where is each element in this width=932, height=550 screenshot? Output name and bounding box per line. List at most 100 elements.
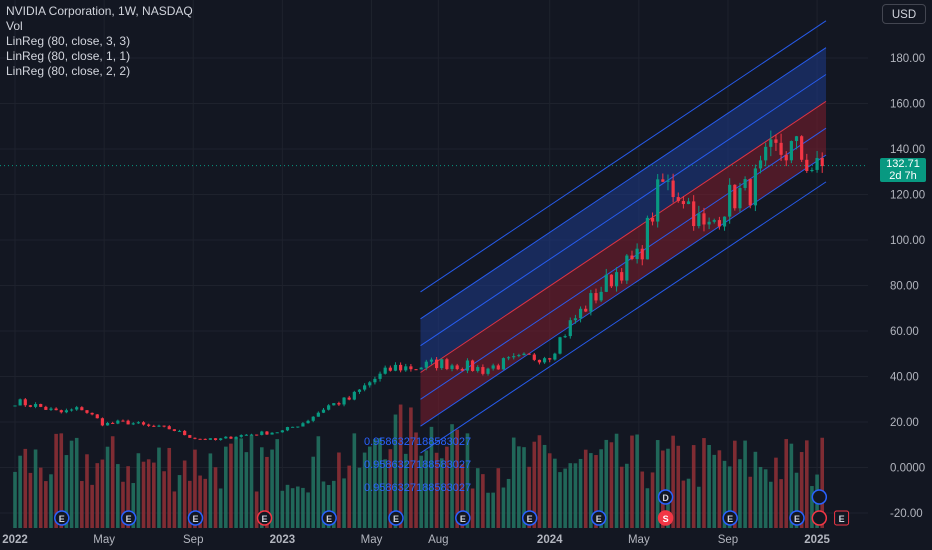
candle-body[interactable]	[167, 426, 171, 430]
candle-body[interactable]	[378, 373, 382, 379]
candle-body[interactable]	[357, 389, 362, 392]
candle-body[interactable]	[748, 179, 752, 206]
candle-body[interactable]	[568, 320, 572, 337]
candle-body[interactable]	[722, 216, 727, 227]
candle-body[interactable]	[496, 365, 500, 370]
candle-body[interactable]	[542, 358, 547, 363]
candle-body[interactable]	[805, 159, 809, 171]
candle-body[interactable]	[476, 367, 480, 371]
candle-body[interactable]	[193, 437, 197, 439]
candle-body[interactable]	[59, 410, 63, 413]
candle-body[interactable]	[794, 136, 799, 142]
candle-body[interactable]	[69, 409, 74, 411]
candle-body[interactable]	[332, 403, 336, 406]
candle-body[interactable]	[650, 217, 655, 222]
candle-body[interactable]	[440, 359, 444, 369]
candle-body[interactable]	[712, 220, 716, 222]
candle-body[interactable]	[239, 435, 243, 437]
candle-body[interactable]	[39, 404, 43, 407]
candle-body[interactable]	[23, 399, 27, 406]
candle-body[interactable]	[429, 359, 434, 362]
candle-body[interactable]	[445, 359, 449, 369]
event-future-icon[interactable]	[811, 489, 828, 505]
candle-body[interactable]	[604, 274, 608, 292]
candle-body[interactable]	[90, 412, 94, 415]
candle-body[interactable]	[229, 436, 233, 439]
candle-body[interactable]	[522, 353, 526, 356]
candle-body[interactable]	[399, 364, 403, 371]
candle-body[interactable]	[234, 436, 238, 439]
candle-body[interactable]	[296, 426, 300, 428]
candle-body[interactable]	[404, 366, 408, 371]
candle-body[interactable]	[470, 360, 475, 371]
candle-body[interactable]	[64, 410, 69, 413]
candle-body[interactable]	[800, 136, 804, 160]
currency-button[interactable]: USD	[882, 4, 926, 24]
candle-body[interactable]	[702, 213, 706, 225]
candle-body[interactable]	[455, 365, 459, 370]
earnings-icon[interactable]	[590, 510, 607, 526]
candle-body[interactable]	[810, 169, 814, 171]
earnings-icon[interactable]	[521, 510, 538, 526]
candle-body[interactable]	[311, 416, 315, 421]
candle-body[interactable]	[255, 434, 259, 436]
candle-body[interactable]	[203, 438, 207, 440]
candle-body[interactable]	[316, 412, 320, 417]
candle-body[interactable]	[347, 397, 351, 400]
candle-body[interactable]	[126, 420, 130, 425]
candle-body[interactable]	[424, 361, 428, 368]
candle-body[interactable]	[147, 424, 151, 426]
candle-body[interactable]	[620, 272, 624, 281]
candle-body[interactable]	[527, 353, 531, 355]
candle-body[interactable]	[815, 158, 819, 170]
plot-area[interactable]	[0, 0, 868, 528]
candle-body[interactable]	[260, 431, 264, 435]
candle-body[interactable]	[594, 293, 598, 301]
legend-symbol[interactable]: NVIDIA Corporation, 1W, NASDAQ	[6, 4, 193, 18]
candle-body[interactable]	[435, 359, 439, 369]
candle-body[interactable]	[584, 308, 588, 312]
earnings-icon[interactable]	[789, 510, 805, 526]
candle-body[interactable]	[481, 367, 485, 374]
candle-body[interactable]	[213, 438, 218, 441]
candle-body[interactable]	[280, 430, 284, 433]
candle-body[interactable]	[285, 427, 290, 431]
candle-body[interactable]	[465, 360, 470, 371]
candle-body[interactable]	[717, 220, 721, 227]
candle-body[interactable]	[486, 368, 490, 374]
candle-body[interactable]	[609, 274, 614, 287]
legend-linreg-2[interactable]: LinReg (80, close, 2, 2)	[6, 64, 131, 78]
candle-body[interactable]	[681, 201, 685, 205]
candle-body[interactable]	[121, 420, 125, 422]
candle-body[interactable]	[275, 432, 279, 434]
candle-body[interactable]	[614, 272, 619, 287]
candle-body[interactable]	[75, 407, 79, 410]
candle-body[interactable]	[625, 255, 629, 281]
candle-body[interactable]	[136, 422, 140, 424]
earnings-down-icon[interactable]	[256, 510, 273, 526]
candle-body[interactable]	[368, 382, 372, 386]
candle-body[interactable]	[183, 430, 187, 436]
candle-body[interactable]	[506, 357, 511, 359]
candle-body[interactable]	[820, 158, 824, 167]
earnings-icon[interactable]	[455, 510, 471, 526]
candle-body[interactable]	[208, 438, 212, 440]
earnings-icon[interactable]	[722, 510, 738, 526]
candle-body[interactable]	[563, 336, 567, 338]
candle-body[interactable]	[162, 425, 166, 427]
candle-body[interactable]	[54, 408, 58, 411]
candle-body[interactable]	[460, 369, 464, 371]
candle-body[interactable]	[141, 422, 146, 425]
candle-body[interactable]	[578, 308, 583, 319]
candle-body[interactable]	[671, 180, 675, 198]
candle-body[interactable]	[676, 197, 680, 202]
candle-body[interactable]	[697, 213, 701, 227]
earnings-icon[interactable]	[388, 510, 404, 526]
candle-body[interactable]	[352, 391, 356, 400]
candle-body[interactable]	[532, 354, 536, 360]
candle-body[interactable]	[450, 365, 454, 369]
candle-body[interactable]	[188, 435, 192, 438]
candle-body[interactable]	[501, 358, 506, 370]
candle-body[interactable]	[661, 179, 665, 182]
